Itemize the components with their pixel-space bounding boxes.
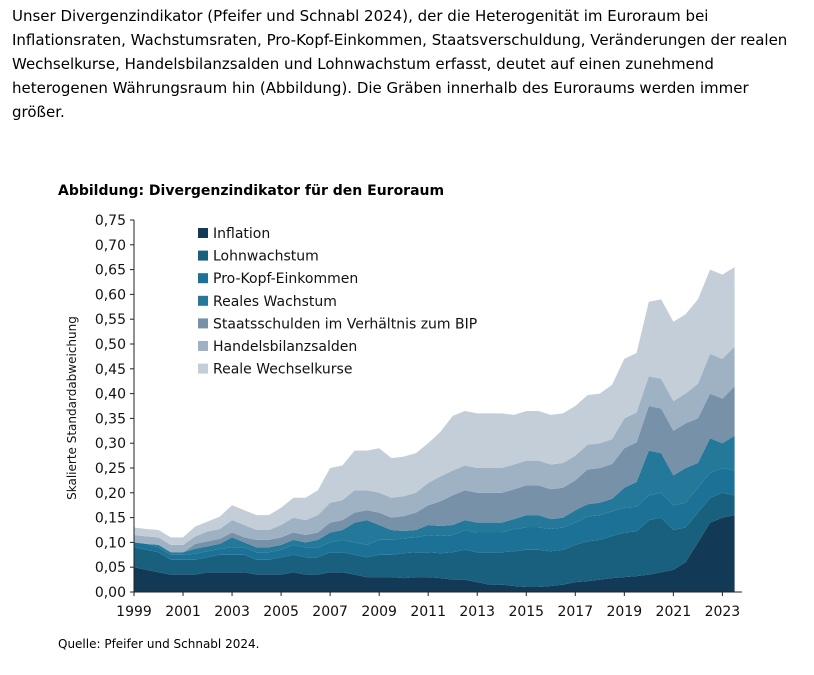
area-series-0 [134, 515, 735, 592]
x-tick-label: 2011 [410, 604, 446, 620]
legend-label: Staatsschulden im Verhältnis zum BIP [213, 316, 477, 332]
x-tick-label: 1999 [116, 604, 152, 620]
y-axis-label: Skalierte Standardabweichung [65, 316, 79, 500]
legend-label: Reale Wechselkurse [213, 362, 352, 378]
x-tick-label: 2001 [165, 604, 201, 620]
y-tick-label: 0,15 [95, 511, 126, 527]
legend-swatch [198, 295, 208, 306]
source-note: Quelle: Pfeifer und Schnabl 2024. [58, 637, 260, 651]
x-tick-label: 2007 [312, 604, 348, 620]
x-tick-label: 2005 [263, 604, 299, 620]
x-tick-label: 2017 [557, 604, 593, 620]
x-tick-label: 2015 [508, 604, 544, 620]
y-tick-label: 0,70 [95, 238, 126, 254]
area-series-3 [134, 435, 735, 555]
x-tick-label: 2019 [607, 604, 643, 620]
legend-swatch [198, 318, 208, 329]
x-tick-label: 2009 [361, 604, 397, 620]
y-tick-label: 0,25 [95, 461, 126, 477]
x-tick-label: 2003 [214, 604, 250, 620]
legend-swatch [198, 363, 208, 374]
y-tick-label: 0,10 [95, 535, 126, 551]
legend: Inflation Lohnwachstum Pro-Kopf-Einkommen R… [198, 226, 477, 378]
legend-label: Pro-Kopf-Einkommen [213, 271, 358, 287]
area-series-5 [134, 346, 735, 553]
x-tick-label: 2013 [459, 604, 495, 620]
legend-label: Lohnwachstum [213, 249, 319, 265]
area-series-4 [134, 386, 735, 553]
x-tick-label: 2021 [656, 604, 692, 620]
legend-label: Handelsbilanzsalden [213, 339, 357, 355]
area-series-6 [134, 267, 735, 545]
legend-label: Reales Wachstum [213, 294, 337, 310]
area-series-2 [134, 468, 735, 560]
y-tick-label: 0,50 [95, 337, 126, 353]
axes: 0,00 0,05 0,10 0,15 0,20 0,25 0,30 0,35 0,40 0,45… [65, 213, 742, 620]
y-tick-label: 0,30 [95, 436, 126, 452]
y-tick-label: 0,05 [95, 560, 126, 576]
y-tick-label: 0,40 [95, 387, 126, 403]
legend-swatch [198, 250, 208, 261]
y-tick-label: 0,00 [95, 585, 126, 601]
area-series-1 [134, 492, 735, 587]
legend-swatch [198, 228, 208, 238]
y-tick-label: 0,75 [95, 213, 126, 229]
y-tick-label: 0,55 [95, 312, 126, 328]
area-layers [134, 267, 735, 592]
legend-swatch [198, 341, 208, 351]
y-tick-label: 0,20 [95, 486, 126, 502]
legend-swatch [198, 273, 208, 284]
x-tick-label: 2023 [705, 604, 741, 620]
legend-label: Inflation [213, 226, 270, 242]
y-tick-label: 0,35 [95, 411, 126, 427]
y-tick-label: 0,65 [95, 263, 126, 279]
intro-paragraph: Unser Divergenzindikator (Pfeifer und Sc… [12, 7, 788, 121]
y-tick-label: 0,45 [95, 362, 126, 378]
y-tick-label: 0,60 [95, 287, 126, 303]
figure-title: Abbildung: Divergenzindikator für den Eu… [58, 183, 445, 199]
